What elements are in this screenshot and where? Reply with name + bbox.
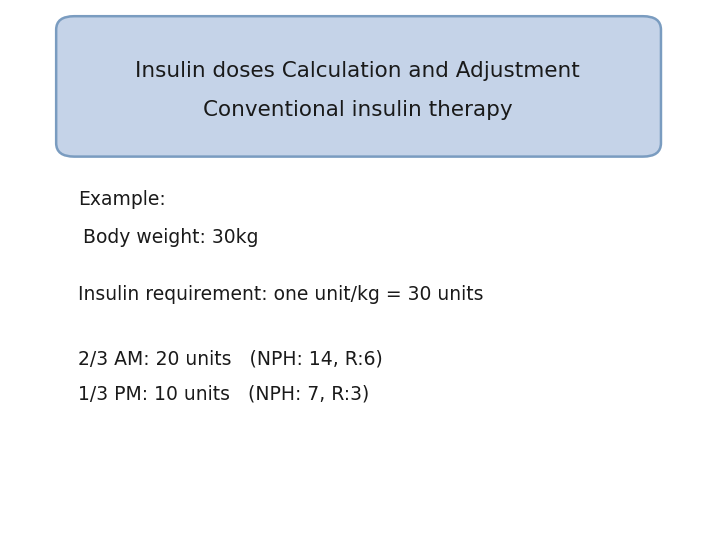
Text: 2/3 AM: 20 units   (NPH: 14, R:6): 2/3 AM: 20 units (NPH: 14, R:6) [78, 349, 382, 369]
Text: Insulin doses Calculation and Adjustment: Insulin doses Calculation and Adjustment [135, 61, 580, 82]
Text: Example:: Example: [78, 190, 166, 210]
Text: Body weight: 30kg: Body weight: 30kg [83, 228, 258, 247]
Text: 1/3 PM: 10 units   (NPH: 7, R:3): 1/3 PM: 10 units (NPH: 7, R:3) [78, 384, 369, 404]
Text: Conventional insulin therapy: Conventional insulin therapy [203, 100, 513, 120]
Text: Insulin requirement: one unit/kg = 30 units: Insulin requirement: one unit/kg = 30 un… [78, 285, 483, 304]
FancyBboxPatch shape [56, 16, 661, 157]
